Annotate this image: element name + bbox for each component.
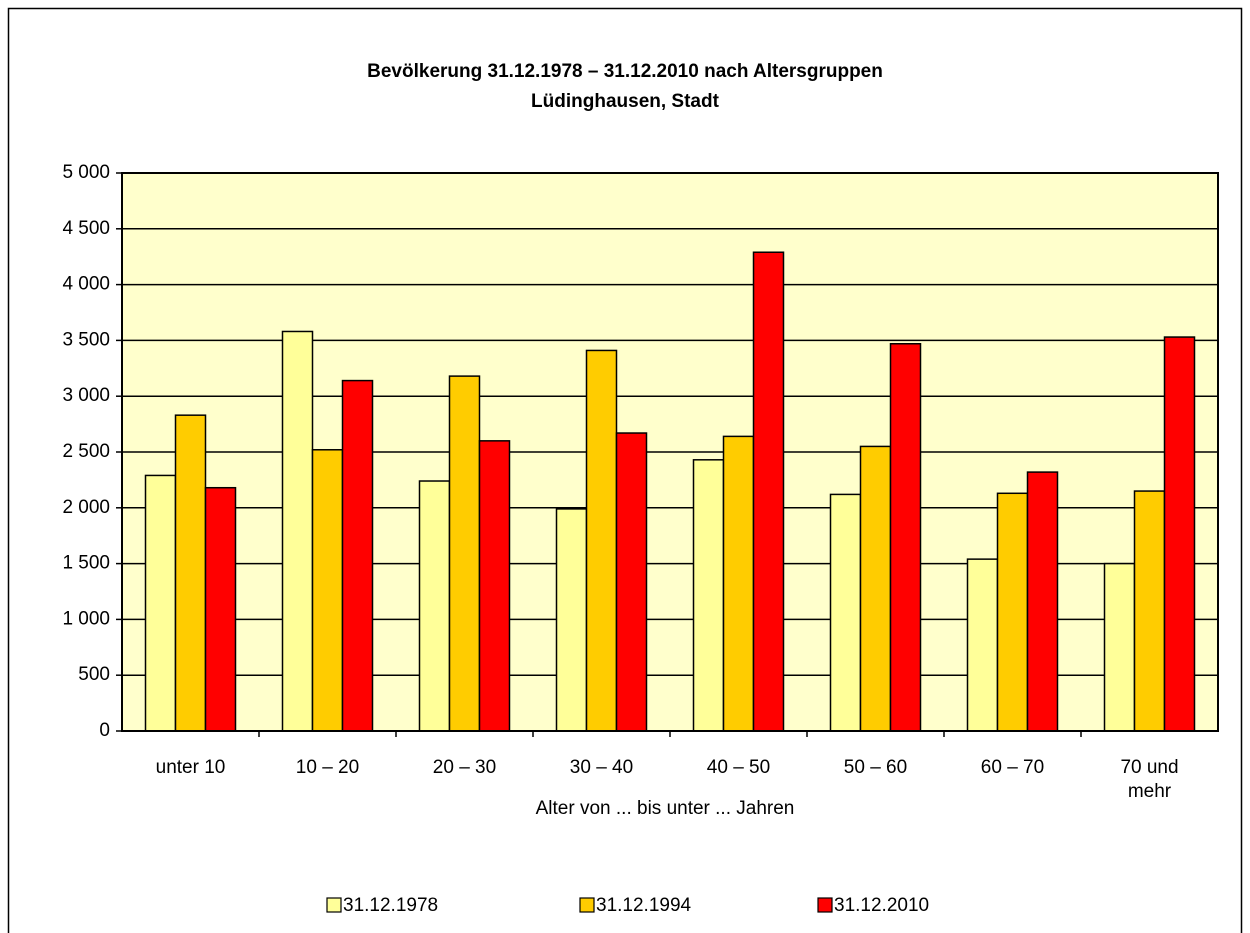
bar <box>1026 471 1059 732</box>
bar <box>174 414 207 732</box>
bar <box>418 480 451 732</box>
legend-label: 31.12.1978 <box>343 895 438 916</box>
x-tick-label: 70 und mehr <box>1120 757 1179 802</box>
chart-subtitle: Lüdinghausen, Stadt <box>531 91 720 112</box>
y-tick-label: 3 000 <box>62 385 110 406</box>
bar <box>615 432 648 732</box>
legend-swatch <box>817 897 833 913</box>
y-tick-label: 4 000 <box>62 274 110 295</box>
bar <box>555 508 588 732</box>
bar <box>585 349 618 732</box>
x-tick-label: 20 – 30 <box>432 757 497 778</box>
x-tick-label: unter 10 <box>155 757 226 778</box>
x-tick-label: 30 – 40 <box>569 757 634 778</box>
y-tick-label: 0 <box>99 720 110 741</box>
y-tick-label: 500 <box>78 664 110 685</box>
legend-label: 31.12.1994 <box>596 895 692 916</box>
bar <box>859 445 892 732</box>
y-tick-label: 4 500 <box>62 218 110 239</box>
bar <box>448 375 481 732</box>
bar <box>311 449 344 732</box>
x-tick-label: 40 – 50 <box>706 757 771 778</box>
bar <box>722 435 755 732</box>
bar <box>889 342 922 732</box>
chart-title: Bevölkerung 31.12.1978 – 31.12.2010 nach… <box>367 61 883 82</box>
y-tick-label: 2 500 <box>62 441 110 462</box>
bar <box>1133 490 1166 732</box>
legend-label: 31.12.2010 <box>834 895 929 916</box>
bar <box>281 330 314 732</box>
bar <box>692 459 725 732</box>
y-tick-label: 2 000 <box>62 497 110 518</box>
y-tick-label: 1 000 <box>62 608 110 629</box>
bar <box>144 474 177 732</box>
bar <box>752 251 785 732</box>
bar <box>204 486 237 732</box>
bar <box>478 440 511 732</box>
y-tick-label: 3 500 <box>62 329 110 350</box>
bar <box>996 492 1029 732</box>
bar <box>1163 336 1196 732</box>
bar <box>341 379 374 732</box>
x-axis-label: Alter von ... bis unter ... Jahren <box>536 798 795 819</box>
y-tick-label: 1 500 <box>62 553 110 574</box>
y-tick-label: 5 000 <box>62 162 110 183</box>
legend-swatch <box>579 897 595 913</box>
x-tick-label: 10 – 20 <box>295 757 360 778</box>
plot-border <box>121 172 1219 732</box>
bar <box>1103 562 1136 732</box>
bar <box>966 558 999 732</box>
legend-swatch <box>326 897 342 913</box>
x-tick-label: 50 – 60 <box>843 757 908 778</box>
x-tick-label: 60 – 70 <box>980 757 1045 778</box>
bar <box>829 493 862 732</box>
